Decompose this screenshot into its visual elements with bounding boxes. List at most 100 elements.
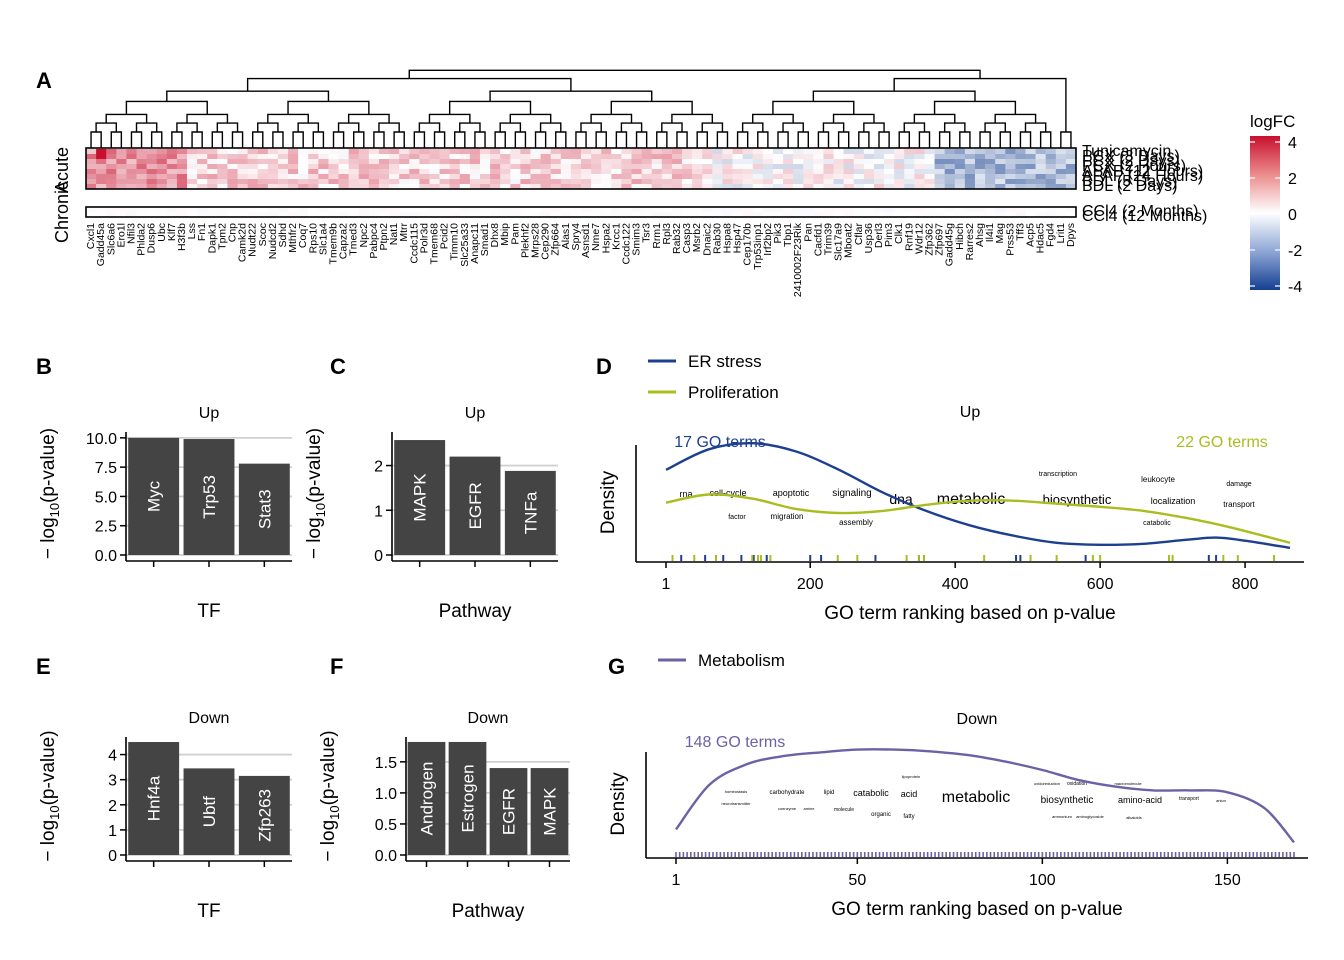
go-term-word: factor	[728, 514, 746, 521]
heatmap-cell	[661, 169, 673, 175]
heatmap-cell	[570, 208, 582, 213]
heatmap-cell	[631, 208, 642, 213]
bar	[183, 439, 235, 555]
dendrogram-branch	[1039, 131, 1052, 148]
dendrogram-branch	[595, 131, 607, 148]
heatmap-cell	[974, 169, 986, 175]
heatmap-cell	[399, 174, 410, 180]
dendrogram-branch	[959, 131, 971, 148]
heatmap-cell	[1035, 169, 1046, 175]
gene-label: Tmed3	[348, 223, 360, 256]
dendrogram-branch	[832, 113, 875, 124]
heatmap-cell	[833, 208, 844, 213]
heatmap-cell	[934, 174, 945, 180]
heatmap-cell	[156, 212, 168, 217]
gene-label: Coq7	[297, 223, 309, 248]
heatmap-cell	[813, 179, 824, 185]
gene-label: Mbip	[499, 223, 511, 246]
heatmap-cell	[459, 164, 471, 170]
heatmap-cell	[500, 154, 511, 160]
heatmap-cell	[682, 149, 693, 155]
dendrogram-branch	[130, 131, 143, 148]
gene-label: Scoc	[257, 223, 269, 246]
heatmap-cell	[358, 212, 370, 217]
heatmap-cell	[126, 159, 137, 165]
gene-label: Tff3	[1014, 223, 1026, 241]
heatmap-cell	[469, 154, 481, 160]
heatmap-cell	[995, 174, 1006, 180]
heatmap-cell	[803, 179, 814, 185]
heatmap-cell	[702, 212, 713, 217]
heatmap-cell	[742, 208, 754, 213]
heatmap-cell	[611, 149, 622, 155]
gene-label: Spry4	[570, 223, 582, 251]
heatmap-cell	[166, 169, 178, 175]
heatmap-cell	[884, 179, 895, 185]
heatmap-cell	[853, 164, 865, 170]
dendrogram-branch	[913, 113, 956, 124]
heatmap-cell	[328, 159, 339, 165]
legend-label: Metabolism	[698, 651, 785, 670]
gene-label: Dhx8	[489, 223, 501, 248]
heatmap-cell	[793, 169, 804, 175]
heatmap-cell	[227, 164, 238, 170]
go-term-word: metabolic	[942, 789, 1010, 806]
heatmap-cell	[530, 184, 541, 190]
y-tick-label: 0	[108, 848, 117, 865]
heatmap-cell	[106, 212, 117, 217]
dendrogram-branch	[125, 100, 208, 115]
go-term-word: oxidoreduction	[1034, 781, 1060, 786]
bar-label: MAPK	[411, 473, 430, 522]
heatmap-cell	[439, 184, 450, 190]
heatmap-cell	[217, 154, 228, 160]
heatmap-cell	[237, 184, 248, 190]
heatmap-cell	[368, 174, 380, 180]
heatmap-cell	[328, 174, 339, 180]
heatmap-cell	[298, 149, 309, 155]
dendrogram-branch	[312, 131, 325, 148]
go-term-word: leukocyte	[1141, 475, 1175, 484]
heatmap-cell	[257, 164, 269, 170]
heatmap-cell	[409, 184, 420, 190]
dendrogram-branch	[539, 122, 562, 133]
heatmap-cell	[217, 159, 228, 165]
gene-label: Pam	[509, 223, 521, 245]
heatmap-cell	[682, 164, 693, 170]
heatmap-cell	[409, 154, 420, 160]
heatmap-cell	[591, 174, 602, 180]
heatmap-cell	[631, 184, 642, 190]
heatmap-cell	[621, 149, 632, 155]
heatmap-cell	[166, 174, 178, 180]
heatmap-cell	[146, 212, 158, 217]
heatmap-cell	[126, 208, 137, 213]
colorbar-tick-label: 0	[1288, 207, 1297, 224]
heatmap-cell	[692, 159, 703, 165]
heatmap-cell	[823, 208, 834, 213]
heatmap-cell	[641, 159, 653, 165]
heatmap-cell	[985, 149, 996, 155]
heatmap-cell	[308, 179, 319, 185]
bar	[238, 775, 290, 855]
heatmap-cell	[974, 164, 986, 170]
heatmap-cell	[348, 169, 360, 175]
heatmap-cell	[348, 208, 360, 213]
heatmap-cell	[621, 174, 632, 180]
heatmap-cell	[86, 149, 97, 155]
heatmap-cell	[591, 212, 602, 217]
heatmap-cell	[378, 208, 390, 213]
heatmap-cell	[368, 208, 380, 213]
heatmap-cell	[328, 212, 339, 217]
heatmap-cell	[752, 149, 764, 155]
heatmap-cell	[651, 174, 663, 180]
dendrogram-branch	[257, 122, 279, 133]
heatmap-cell	[762, 149, 774, 155]
heatmap-cell	[762, 179, 774, 185]
heatmap-cell	[166, 149, 178, 155]
heatmap-cell	[712, 149, 723, 155]
heatmap-cell	[338, 208, 349, 213]
gene-label: Fn1	[196, 223, 208, 241]
heatmap-cell	[217, 149, 228, 155]
heatmap-cell	[985, 164, 996, 170]
bar	[238, 463, 290, 555]
go-term-word: aminoglycoside	[1076, 814, 1104, 819]
